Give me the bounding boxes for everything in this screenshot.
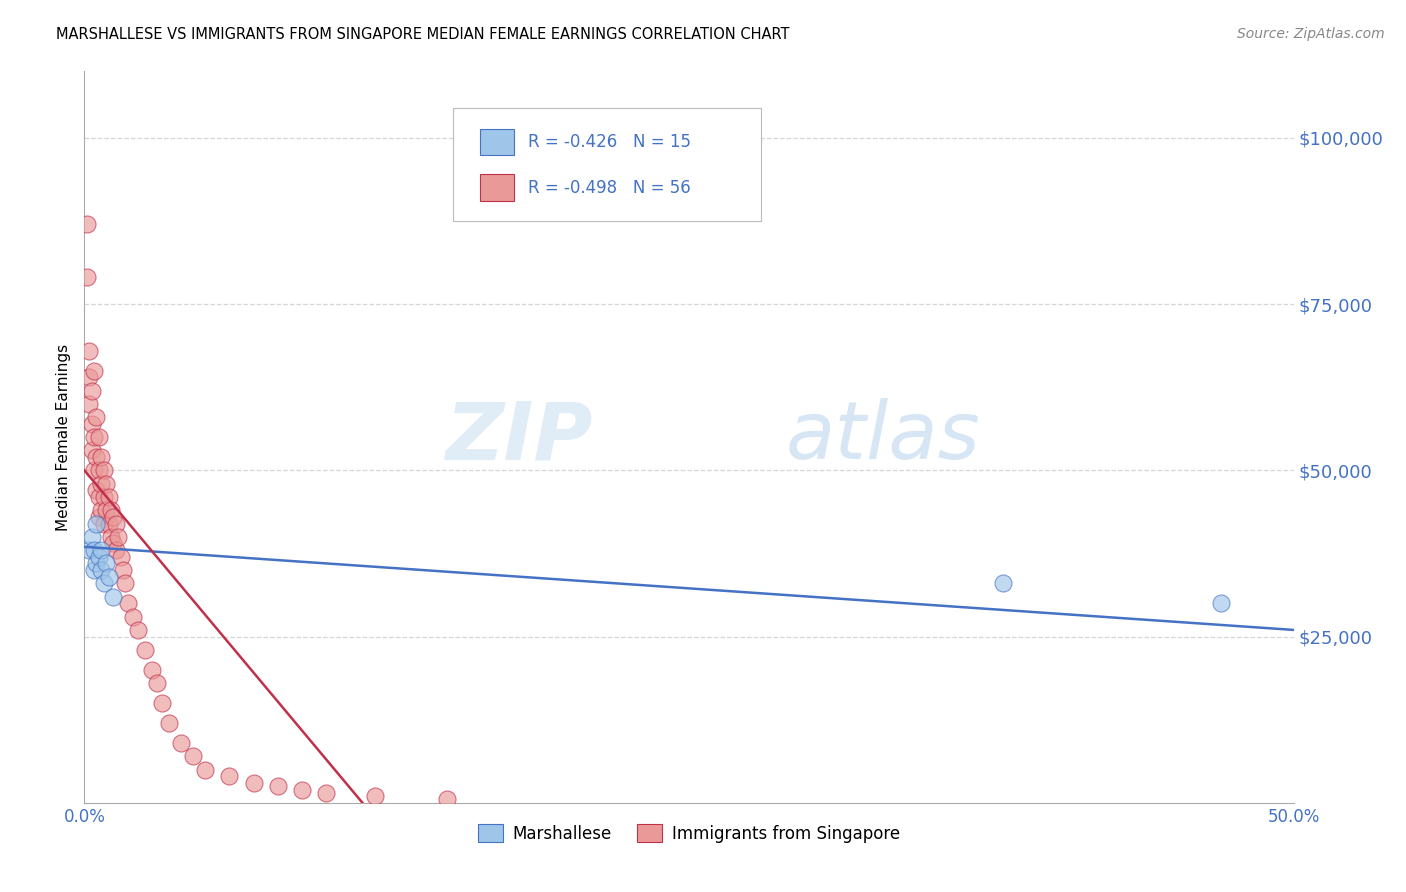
Point <box>363 789 385 804</box>
Point <box>97 570 120 584</box>
Point <box>103 509 125 524</box>
Point <box>97 490 120 504</box>
Point <box>436 792 458 806</box>
Point <box>90 476 112 491</box>
Point <box>117 596 139 610</box>
Point <box>87 549 110 564</box>
Point <box>127 623 149 637</box>
Text: atlas: atlas <box>786 398 980 476</box>
Point <box>103 536 125 550</box>
Point <box>93 576 115 591</box>
Point <box>77 343 100 358</box>
Point <box>993 576 1015 591</box>
Point <box>90 563 112 577</box>
Point <box>80 443 103 458</box>
Point <box>83 543 105 558</box>
Point <box>93 490 115 504</box>
Point <box>94 503 117 517</box>
Point <box>90 450 112 464</box>
Text: Source: ZipAtlas.com: Source: ZipAtlas.com <box>1237 27 1385 41</box>
Point <box>86 557 108 571</box>
Point <box>76 217 98 231</box>
Point <box>242 776 264 790</box>
Point <box>87 463 110 477</box>
Point <box>93 516 115 531</box>
Point <box>141 663 163 677</box>
Point <box>114 576 136 591</box>
Point <box>100 503 122 517</box>
Point <box>83 363 105 377</box>
FancyBboxPatch shape <box>479 174 513 201</box>
Point <box>90 503 112 517</box>
Point <box>104 543 127 558</box>
Point <box>76 270 98 285</box>
Point <box>83 430 105 444</box>
Point <box>107 530 129 544</box>
Point <box>86 483 108 498</box>
Point <box>80 384 103 398</box>
Point <box>94 557 117 571</box>
Text: ZIP: ZIP <box>444 398 592 476</box>
Point <box>146 676 169 690</box>
Point <box>87 430 110 444</box>
Point <box>267 779 290 793</box>
Point <box>77 397 100 411</box>
Point <box>112 563 135 577</box>
Point <box>86 516 108 531</box>
Point <box>170 736 193 750</box>
Point <box>80 530 103 544</box>
Point <box>134 643 156 657</box>
Point <box>150 696 173 710</box>
Point <box>94 476 117 491</box>
Point <box>86 450 108 464</box>
Point <box>315 786 337 800</box>
Point <box>218 769 240 783</box>
Point <box>194 763 217 777</box>
Point <box>104 516 127 531</box>
Y-axis label: Median Female Earnings: Median Female Earnings <box>56 343 72 531</box>
Point <box>97 516 120 531</box>
FancyBboxPatch shape <box>453 108 762 221</box>
Point <box>103 590 125 604</box>
Point <box>110 549 132 564</box>
Text: MARSHALLESE VS IMMIGRANTS FROM SINGAPORE MEDIAN FEMALE EARNINGS CORRELATION CHAR: MARSHALLESE VS IMMIGRANTS FROM SINGAPORE… <box>56 27 790 42</box>
Point <box>181 749 204 764</box>
Point <box>77 370 100 384</box>
Point <box>100 530 122 544</box>
Point <box>77 543 100 558</box>
Point <box>291 782 314 797</box>
Legend: Marshallese, Immigrants from Singapore: Marshallese, Immigrants from Singapore <box>471 818 907 849</box>
Point <box>87 490 110 504</box>
Point <box>1209 596 1232 610</box>
Point <box>80 417 103 431</box>
Point <box>93 463 115 477</box>
Text: R = -0.498   N = 56: R = -0.498 N = 56 <box>529 178 690 196</box>
Text: R = -0.426   N = 15: R = -0.426 N = 15 <box>529 133 692 151</box>
Point <box>83 563 105 577</box>
Point <box>157 716 180 731</box>
Point <box>121 609 143 624</box>
Point <box>90 543 112 558</box>
Point <box>87 509 110 524</box>
Point <box>83 463 105 477</box>
Point <box>86 410 108 425</box>
FancyBboxPatch shape <box>479 128 513 155</box>
